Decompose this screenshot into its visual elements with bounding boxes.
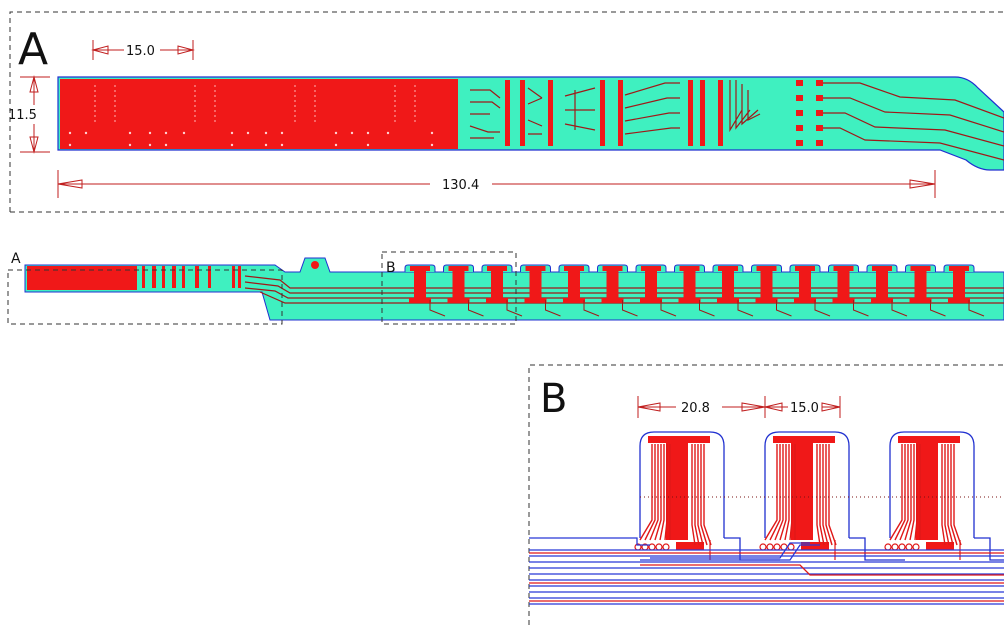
dim-b-pitch: 20.8 <box>637 396 766 418</box>
panel-a-pad-dots <box>68 131 434 147</box>
overview-strip: A B <box>7 251 1004 325</box>
dim-b-width-label: 15.0 <box>790 401 819 416</box>
dim-a-top-width: 15.0 <box>91 40 195 60</box>
dim-a-top-width-label: 15.0 <box>126 44 155 59</box>
overview-coil-tab <box>751 264 792 317</box>
panel-a-detail: A <box>8 11 1004 213</box>
overview-coil-tab <box>597 264 638 317</box>
overview-coil-tab <box>712 264 754 317</box>
overview-coil-tab <box>558 264 600 317</box>
overview-coil-tab <box>943 264 985 317</box>
panel-a-exit-traces <box>823 82 1004 161</box>
overview-coil-tab <box>905 264 946 317</box>
panel-a-frame <box>9 11 1004 212</box>
overview-coil-tab <box>828 264 869 317</box>
dim-a-height-label: 11.5 <box>8 108 37 123</box>
panel-b-detail: B <box>528 364 1004 625</box>
overview-fiducial <box>311 261 319 269</box>
overview-coil-tab <box>789 264 831 317</box>
overview-coil-tab <box>404 264 446 317</box>
panel-a-letter: A <box>18 24 48 75</box>
overview-coil-tabs <box>404 264 985 317</box>
panel-b-coil <box>884 431 1004 561</box>
overview-box-b <box>381 251 517 325</box>
overview-box-a-label: A <box>11 251 21 267</box>
panel-b-frame <box>528 364 1004 625</box>
dim-b-pitch-label: 20.8 <box>681 401 710 416</box>
panel-b-coil <box>759 431 905 561</box>
overview-coil-tab <box>866 264 908 317</box>
overview-coil-tab <box>520 264 561 317</box>
overview-coil-tab <box>481 264 523 317</box>
overview-box-b-label: B <box>386 260 396 276</box>
panel-b-coils <box>634 431 1004 561</box>
overview-substrate <box>24 257 1004 321</box>
overview-box-a <box>7 269 283 325</box>
overview-coil-tab <box>674 264 715 317</box>
panel-b-coil <box>634 431 780 561</box>
dim-b-width: 15.0 <box>764 396 841 418</box>
panel-b-bus-traces <box>529 537 1004 605</box>
panel-a-component-clusters <box>469 80 823 146</box>
dim-a-total-length: 130.4 <box>57 170 936 198</box>
overview-coil-tab <box>443 264 484 317</box>
dim-a-total-length-label: 130.4 <box>442 178 479 193</box>
dim-a-height: 11.5 <box>8 75 50 154</box>
overview-coil-tab <box>635 264 677 317</box>
panel-b-letter: B <box>540 376 567 422</box>
panel-a-copper-block <box>60 79 458 149</box>
